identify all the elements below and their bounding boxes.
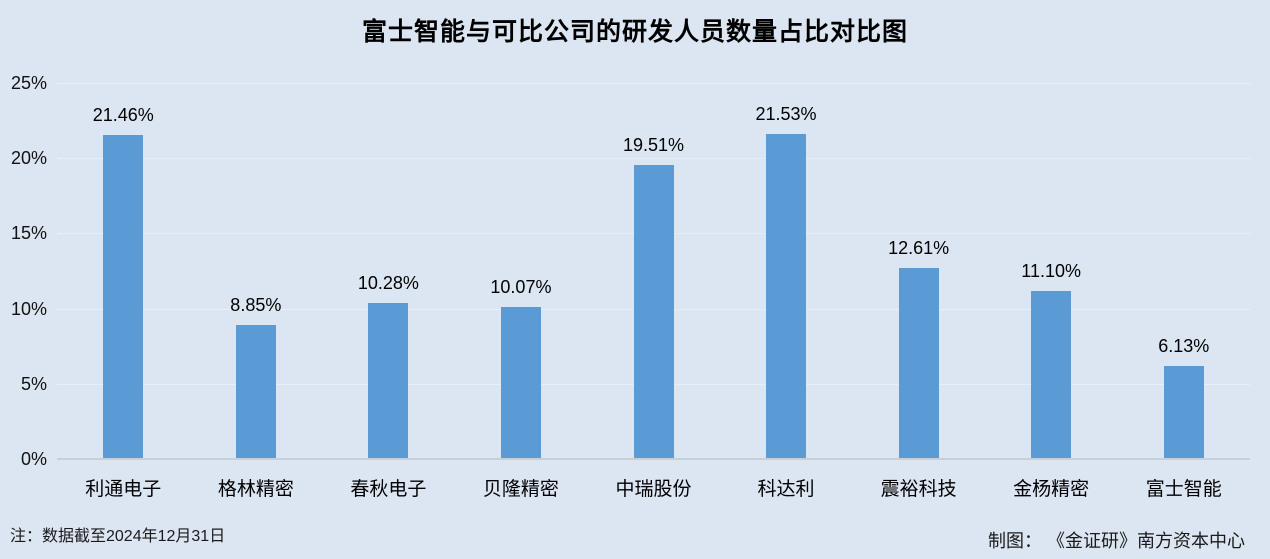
gridline <box>57 83 1250 84</box>
bar <box>235 324 276 458</box>
bar <box>368 303 409 458</box>
x-category-label: 金杨精密 <box>1013 479 1090 500</box>
gridline <box>57 158 1250 160</box>
y-tick-label: 10% <box>10 298 47 319</box>
x-category-label: 利通电子 <box>85 479 162 500</box>
x-category-label: 震裕科技 <box>880 479 957 500</box>
footer-credit: 制图： 《金证研》南方资本中心 <box>988 531 1245 551</box>
bar-value-label: 11.10% <box>1021 261 1082 282</box>
x-category-label: 贝隆精密 <box>482 479 559 500</box>
bar <box>1031 291 1072 458</box>
x-category-label: 科达利 <box>757 479 815 500</box>
bar-value-label: 10.07% <box>490 276 552 297</box>
x-category-label: 富士智能 <box>1145 479 1222 500</box>
bar-value-label: 21.53% <box>755 104 817 125</box>
bar <box>1163 365 1204 458</box>
x-category-label: 格林精密 <box>217 479 294 500</box>
bar-value-label: 12.61% <box>888 238 950 259</box>
bar-value-label: 8.85% <box>230 294 282 315</box>
bar-value-label: 21.46% <box>92 105 154 126</box>
bar-value-label: 6.13% <box>1158 335 1210 356</box>
y-tick-label: 0% <box>20 449 47 469</box>
y-tick-label: 25% <box>10 73 47 93</box>
x-axis-line <box>57 458 1250 460</box>
bar <box>103 135 144 458</box>
chart-title: 富士智能与可比公司的研发人员数量占比对比图 <box>361 18 908 46</box>
bar <box>766 134 807 458</box>
y-tick-label: 15% <box>10 223 47 244</box>
y-tick-label: 20% <box>10 148 47 169</box>
plot-area: 21.46% 8.85% 10.28% 10.07% 19.51% 21.53% 12.61… <box>57 83 1250 460</box>
y-tick-label: 5% <box>20 373 47 394</box>
bar-value-label: 10.28% <box>357 273 419 294</box>
bar <box>633 164 674 458</box>
footer-note: 注：数据截至2024年12月31日 <box>10 528 226 545</box>
x-category-label: 春秋电子 <box>350 479 427 500</box>
x-category-label: 中瑞股份 <box>615 479 692 500</box>
bar <box>898 268 939 458</box>
bar <box>500 306 541 458</box>
bar-value-label: 19.51% <box>622 134 685 155</box>
